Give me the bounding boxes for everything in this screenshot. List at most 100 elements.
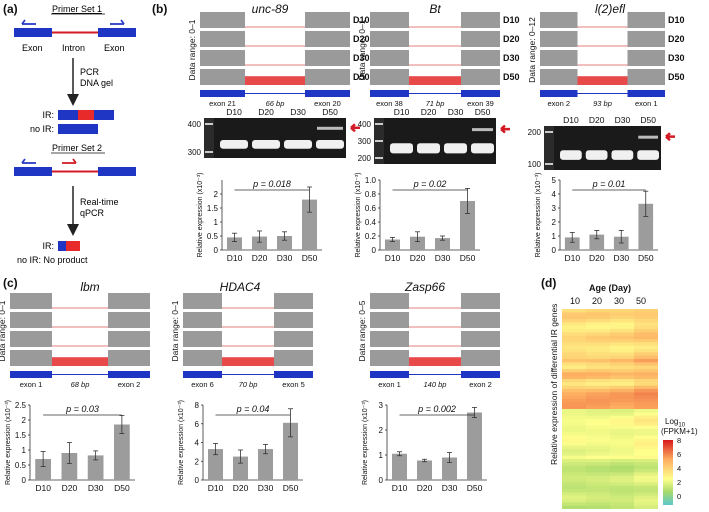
y-tick-label: 1.5 xyxy=(15,431,27,440)
primer-set-1-label: Primer Set 1 xyxy=(52,4,102,14)
heatmap-cell xyxy=(586,429,611,433)
heatmap-cell xyxy=(562,309,587,313)
legend-log-sub: 10 xyxy=(678,422,686,429)
heatmap-cell xyxy=(586,475,611,480)
x-tick-label: D10 xyxy=(385,253,401,263)
gel-lane-label: D20 xyxy=(421,107,437,117)
spliced-band xyxy=(471,143,494,154)
y-tick-label: 0 xyxy=(372,246,377,255)
gene-model-exon-right xyxy=(305,90,350,97)
gel-background xyxy=(374,118,496,164)
coverage-track-0: D10 D20 D30 D50 exon 21 66 bp exon 20 Data rang… xyxy=(187,12,370,108)
heatmap-cell xyxy=(634,365,658,370)
spliced-band xyxy=(417,143,440,154)
heatmap-cell xyxy=(586,325,611,330)
exon-coverage-right xyxy=(108,312,150,328)
gel-lane-label: D10 xyxy=(394,107,410,117)
heatmap-cell xyxy=(562,445,587,450)
heatmap-cell xyxy=(610,419,635,423)
bar-D10 xyxy=(208,449,223,480)
bar-D20 xyxy=(252,236,267,250)
heatmap-cell xyxy=(562,455,587,460)
heatmap-cell xyxy=(634,419,658,423)
heatmap-cell xyxy=(586,425,611,430)
heatmap-cell xyxy=(562,402,587,406)
heatmap-cell xyxy=(562,325,587,330)
spliced-band xyxy=(390,143,413,154)
heatmap-cell xyxy=(562,499,587,503)
heatmap-cell xyxy=(586,335,611,340)
heatmap-cell xyxy=(634,372,658,376)
heatmap-cell xyxy=(610,479,635,483)
exon-coverage-left xyxy=(370,293,409,309)
heatmap-cell xyxy=(634,375,658,380)
x-tick-label: D50 xyxy=(460,253,476,263)
heatmap-cell xyxy=(610,382,635,386)
heatmap-cell xyxy=(610,339,635,343)
heatmap-cell xyxy=(634,315,658,320)
age-row-label: D10 xyxy=(668,15,685,25)
age-row-label: D20 xyxy=(668,34,685,44)
heatmap-cell xyxy=(586,432,611,436)
heatmap-cell xyxy=(610,352,635,356)
qpcr-label: qPCR xyxy=(80,208,105,218)
spliced-band xyxy=(444,143,467,154)
y-tick-label: 5 xyxy=(552,176,557,185)
heatmap-cell xyxy=(562,322,587,326)
heatmap-cell xyxy=(610,415,635,420)
heatmap-cell xyxy=(610,322,635,326)
heatmap-cell xyxy=(610,442,635,446)
age-row-label: D50 xyxy=(668,72,685,82)
heatmap-cell xyxy=(610,379,635,383)
heatmap-cell xyxy=(586,422,611,426)
exon-coverage-right xyxy=(461,293,500,309)
bar-D50 xyxy=(467,412,482,480)
exon-left-name: exon 6 xyxy=(191,380,214,389)
panel-label-b: (b) xyxy=(152,2,168,16)
heatmap-cell xyxy=(634,425,658,430)
heatmap-cell xyxy=(562,399,587,403)
heatmap-cell xyxy=(562,485,587,490)
ir-band-arrow-icon xyxy=(665,132,675,142)
gene-name-unc89: unc-89 xyxy=(251,2,289,16)
heatmap-cell xyxy=(586,495,611,500)
heatmap-cell xyxy=(610,402,635,406)
heatmap-cell xyxy=(634,422,658,426)
heatmap-cell xyxy=(586,349,611,353)
heatmap-cell xyxy=(586,355,611,360)
y-tick-label: 1 xyxy=(379,451,384,460)
bar-D50 xyxy=(638,203,654,250)
heatmap-cell xyxy=(562,412,587,416)
p-value-label: p = 0.002 xyxy=(417,404,456,414)
heatmap-cell xyxy=(562,405,587,410)
x-tick-label: D10 xyxy=(208,483,224,493)
heatmap-cell xyxy=(610,405,635,410)
heatmap-cell xyxy=(586,442,611,446)
heatmap-cell xyxy=(586,419,611,423)
ladder-size-label: 300 xyxy=(188,148,202,157)
heatmap-cell xyxy=(562,359,587,363)
gel-ladder-lane xyxy=(204,118,214,158)
age-row-label: D10 xyxy=(353,15,370,25)
bar-D50 xyxy=(283,422,298,480)
x-tick-label: D50 xyxy=(467,483,483,493)
exon-left-label: Exon xyxy=(22,43,43,53)
exon-coverage-left xyxy=(370,31,409,47)
heatmap-cell xyxy=(562,422,587,426)
age-row-label: D20 xyxy=(353,34,370,44)
panel-label-c: (c) xyxy=(3,276,18,290)
y-tick-label: 8 xyxy=(195,401,200,410)
heatmap-cell xyxy=(586,489,611,493)
ir-band-arrow-icon xyxy=(350,123,360,133)
gel-lane-label: D10 xyxy=(563,115,579,125)
heatmap-cell xyxy=(562,342,587,346)
x-tick-label: D50 xyxy=(302,253,318,263)
gel-lane-label: D30 xyxy=(448,107,464,117)
bar-chart-0: 0 0.5 1 1.5 2 D10 D20 D30 D50 p = 0.018 Relative e… xyxy=(197,172,322,263)
legend-tick-6: 6 xyxy=(677,450,682,459)
panel-label-d: (d) xyxy=(541,276,557,290)
heatmap-cell xyxy=(610,375,635,380)
heatmap-cell xyxy=(586,345,611,350)
exon-right-box xyxy=(98,28,136,37)
heatmap-cell xyxy=(634,409,658,413)
